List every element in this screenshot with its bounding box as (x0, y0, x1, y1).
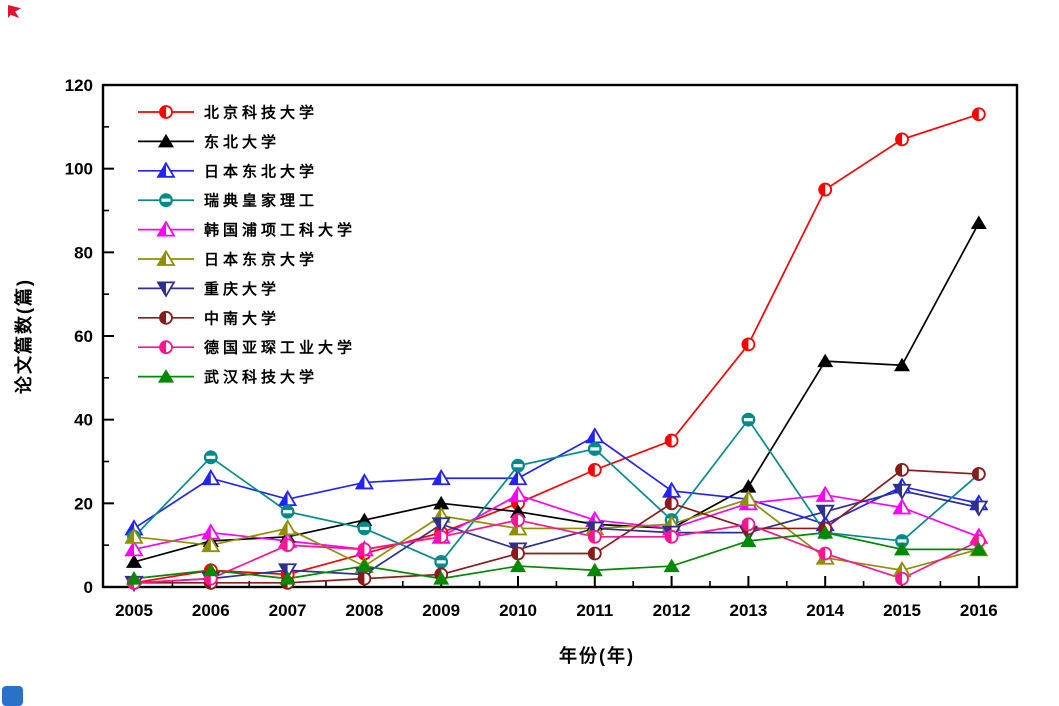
series-line-3 (133, 435, 979, 530)
legend-item-10: 武汉科技大学 (138, 368, 318, 386)
legend-item-3: 日本东北大学 (138, 161, 318, 180)
x-tick-label: 2007 (269, 601, 307, 620)
series-markers-10 (126, 525, 987, 585)
legend-item-4: 瑞典皇家理工 (138, 192, 318, 210)
legend-label: 瑞典皇家理工 (204, 192, 318, 210)
x-tick-label: 2016 (960, 601, 998, 620)
legend-item-1: 北京科技大学 (138, 104, 318, 122)
x-tick-label: 2015 (883, 601, 921, 620)
x-axis-title: 年份(年) (559, 645, 635, 666)
y-tick-label: 20 (74, 494, 93, 513)
x-tick-label: 2005 (115, 601, 153, 620)
plot-frame (101, 83, 1019, 589)
series-line-4 (133, 418, 980, 563)
legend: 北京科技大学东北大学日本东北大学瑞典皇家理工韩国浦项工科大学日本东京大学重庆大学… (138, 104, 356, 386)
legend-item-5: 韩国浦项工科大学 (138, 220, 356, 239)
legend-label: 德国亚琛工业大学 (204, 339, 356, 357)
series-line-8 (134, 469, 979, 584)
legend-label: 北京科技大学 (204, 104, 318, 122)
x-tick-label: 2012 (653, 601, 691, 620)
series-line-5 (133, 494, 980, 551)
x-tick-label: 2009 (422, 601, 460, 620)
screenshot-artifact-blue-icon (2, 686, 23, 706)
legend-label: 日本东北大学 (204, 162, 318, 180)
x-tick-label: 2013 (729, 601, 767, 620)
legend-item-9: 德国亚琛工业大学 (138, 339, 356, 357)
series-line-9 (133, 519, 980, 584)
series-line-7 (133, 489, 979, 584)
x-tick-label: 2010 (499, 601, 537, 620)
y-tick-label: 120 (65, 76, 93, 95)
legend-label: 武汉科技大学 (204, 368, 318, 386)
y-tick-label: 0 (84, 578, 93, 597)
legend-label: 东北大学 (204, 133, 280, 151)
series-line-1 (133, 113, 980, 584)
y-tick-label: 60 (74, 327, 93, 346)
legend-item-7: 重庆大学 (138, 280, 280, 298)
series-markers-9 (127, 513, 986, 590)
legend-item-2: 东北大学 (138, 133, 280, 151)
legend-label: 韩国浦项工科大学 (204, 221, 356, 239)
y-axis-title: 论文篇数(篇) (13, 278, 34, 394)
y-tick-label: 100 (65, 160, 93, 179)
legend-item-6: 日本东京大学 (138, 249, 318, 269)
legend-label: 中南大学 (204, 309, 280, 327)
x-tick-label: 2008 (345, 601, 383, 620)
series-markers-5 (124, 485, 989, 557)
series-markers-8 (127, 462, 986, 590)
legend-label: 日本东京大学 (204, 251, 318, 269)
legend-item-8: 中南大学 (138, 309, 280, 327)
y-tick-label: 40 (74, 411, 93, 430)
legend-label: 重庆大学 (204, 280, 280, 298)
x-tick-label: 2006 (192, 601, 230, 620)
x-tick-label: 2011 (576, 601, 613, 620)
x-tick-label: 2014 (806, 601, 844, 620)
y-tick-label: 80 (74, 243, 93, 262)
series-line-10 (133, 531, 979, 580)
series-line-2 (133, 222, 980, 563)
